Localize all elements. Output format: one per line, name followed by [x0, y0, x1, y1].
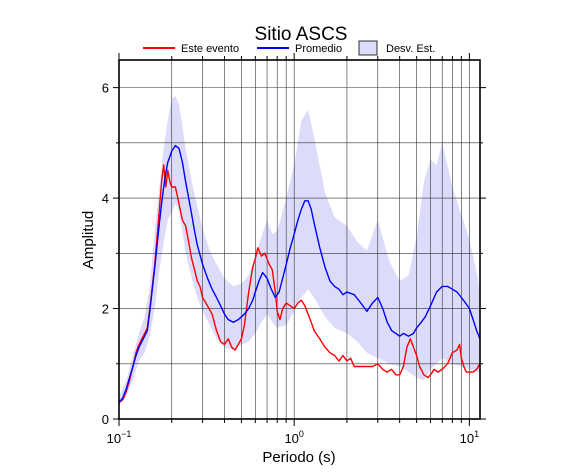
y-tick-label: 2 — [102, 302, 109, 317]
y-tick-label: 0 — [102, 412, 109, 427]
series-group — [118, 144, 481, 403]
x-axis-label: Periodo (s) — [262, 449, 335, 466]
x-tick-label: 100 — [284, 429, 303, 446]
series-line-promedio — [118, 144, 481, 403]
axes: 0 2 4 6 10−1 100 101 — [102, 53, 486, 446]
legend-label-promedio: Promedio — [295, 43, 342, 55]
x-tick-label: 101 — [460, 429, 479, 446]
legend-swatch-desv-est — [358, 40, 378, 56]
legend-label-este-evento: Este evento — [181, 43, 239, 55]
legend: Este evento Promedio Desv. Est. — [143, 40, 435, 56]
plot-frame — [118, 59, 481, 420]
plot-area — [119, 60, 480, 419]
series-line-este-evento — [118, 164, 481, 403]
chart-title: Sitio ASCS — [255, 24, 348, 45]
x-tick-label: 10−1 — [107, 429, 132, 446]
y-tick-label: 6 — [102, 81, 109, 96]
y-axis-label: Amplitud — [80, 211, 97, 269]
y-tick-label: 4 — [102, 191, 109, 206]
legend-label-desv-est: Desv. Est. — [386, 43, 435, 55]
